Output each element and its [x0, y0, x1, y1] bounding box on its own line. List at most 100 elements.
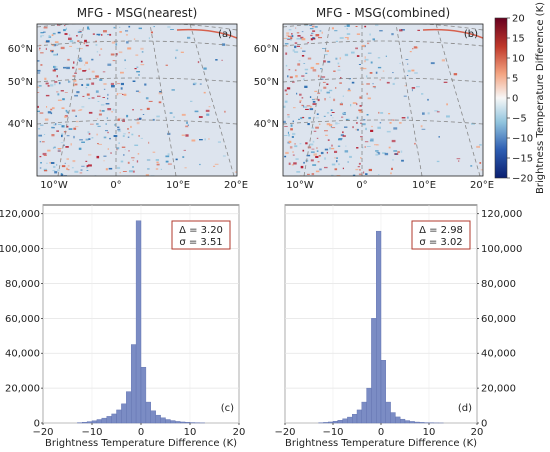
texture-speck	[69, 80, 71, 83]
texture-speck	[198, 116, 203, 118]
texture-speck	[384, 152, 389, 156]
texture-speck	[311, 148, 315, 150]
texture-speck	[156, 115, 160, 118]
texture-speck	[306, 154, 311, 157]
texture-speck	[54, 171, 58, 174]
histogram-bar	[126, 391, 132, 424]
texture-speck	[65, 146, 69, 148]
texture-speck	[300, 165, 304, 169]
texture-speck	[310, 106, 312, 108]
texture-speck	[318, 155, 321, 157]
texture-speck	[320, 68, 322, 70]
texture-speck	[140, 64, 145, 66]
texture-speck	[291, 164, 294, 166]
texture-speck	[128, 25, 131, 28]
texture-speck	[310, 34, 313, 37]
texture-speck	[97, 143, 99, 145]
texture-speck	[407, 63, 409, 65]
texture-speck	[375, 150, 379, 152]
texture-speck	[342, 135, 346, 137]
texture-speck	[221, 59, 223, 61]
texture-speck	[148, 141, 150, 144]
texture-speck	[37, 60, 40, 62]
texture-speck	[118, 130, 122, 132]
texture-speck	[292, 120, 294, 122]
texture-speck	[333, 98, 336, 102]
hist-d-y-ticks: 0 20,000 40,000 60,000 80,000 100,000 120,000	[477, 209, 522, 430]
texture-speck	[185, 134, 189, 137]
texture-speck	[306, 105, 311, 107]
texture-speck	[138, 91, 141, 93]
histogram-bar	[352, 414, 358, 424]
colorbar: 20 15 10 5 0 −5 −10 −15 −20 Brightness Temperatu…	[494, 2, 546, 194]
texture-speck	[295, 27, 297, 29]
texture-speck	[52, 170, 56, 172]
texture-speck	[88, 154, 92, 156]
texture-speck	[324, 148, 329, 151]
texture-speck	[290, 38, 292, 41]
texture-speck	[222, 155, 226, 157]
texture-speck	[356, 147, 359, 149]
texture-speck	[88, 133, 91, 135]
texture-speck	[287, 114, 290, 116]
texture-speck	[294, 45, 297, 49]
texture-speck	[315, 63, 320, 65]
texture-speck	[106, 117, 108, 120]
y-tick-label: 100,000	[0, 244, 40, 255]
texture-speck	[329, 124, 333, 127]
texture-speck	[414, 72, 418, 74]
texture-speck	[342, 95, 344, 97]
hist-c-y-ticks: 0 20,000 40,000 60,000 80,000 100,000 120,000	[0, 209, 43, 430]
texture-speck	[130, 125, 132, 128]
texture-speck	[40, 64, 43, 66]
texture-speck	[359, 169, 361, 171]
texture-speck	[77, 40, 80, 42]
texture-speck	[139, 117, 142, 120]
texture-speck	[292, 154, 295, 156]
map-panel-a: MFG - MSG(nearest) (a) 40°N 50°N 60°N 10…	[8, 6, 248, 191]
texture-speck	[372, 38, 375, 41]
texture-speck	[317, 74, 320, 78]
texture-speck	[126, 41, 129, 44]
texture-speck	[167, 163, 172, 165]
texture-speck	[171, 89, 175, 91]
texture-speck	[97, 101, 100, 102]
texture-speck	[56, 53, 58, 56]
texture-speck	[103, 160, 105, 162]
texture-speck	[118, 142, 120, 144]
texture-speck	[319, 123, 321, 125]
texture-speck	[96, 155, 100, 159]
texture-speck	[122, 171, 127, 172]
texture-speck	[378, 111, 380, 114]
texture-speck	[70, 143, 72, 146]
texture-speck	[292, 132, 296, 136]
texture-speck	[305, 72, 308, 74]
texture-speck	[170, 29, 174, 30]
texture-speck	[326, 83, 329, 85]
texture-speck	[301, 97, 304, 99]
texture-speck	[81, 141, 85, 143]
texture-speck	[334, 30, 338, 32]
colorbar-tick-label: −20	[512, 174, 533, 185]
texture-speck	[39, 47, 41, 49]
texture-speck	[326, 91, 330, 94]
texture-speck	[185, 125, 189, 128]
texture-speck	[326, 123, 331, 126]
texture-speck	[407, 116, 409, 119]
texture-speck	[367, 97, 371, 100]
texture-speck	[99, 78, 103, 81]
texture-speck	[292, 81, 295, 83]
texture-speck	[401, 29, 405, 31]
texture-speck	[44, 169, 48, 172]
texture-speck	[98, 113, 102, 116]
texture-speck	[134, 119, 136, 121]
texture-speck	[380, 112, 384, 114]
texture-speck	[303, 63, 306, 64]
texture-speck	[340, 134, 344, 137]
texture-speck	[169, 112, 173, 114]
texture-speck	[288, 69, 291, 71]
texture-speck	[284, 155, 287, 158]
texture-speck	[337, 123, 340, 124]
texture-speck	[107, 63, 112, 66]
texture-speck	[127, 47, 132, 50]
